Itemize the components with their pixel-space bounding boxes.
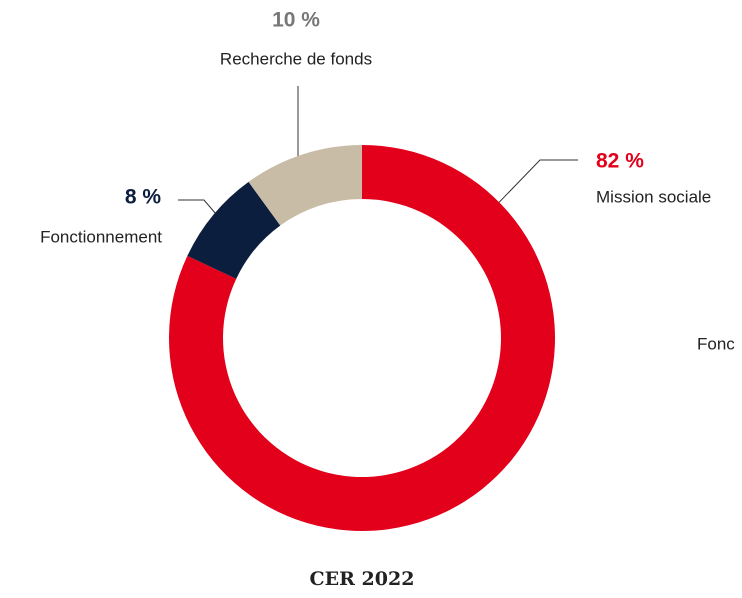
leader-line (481, 159, 578, 221)
value-label: 8 % (125, 186, 162, 209)
donut-segment (187, 181, 281, 279)
donut-segment (248, 145, 362, 226)
value-label: 82 % (596, 150, 644, 173)
value-label: 10 % (272, 9, 320, 32)
chart-title: CER 2022 (310, 568, 415, 590)
category-label: Mission sociale (596, 187, 711, 206)
annotation: Fonc (697, 334, 735, 353)
category-label: Recherche de fonds (220, 49, 372, 68)
category-label: Fonctionnement (40, 227, 162, 246)
leader-line (178, 199, 217, 215)
